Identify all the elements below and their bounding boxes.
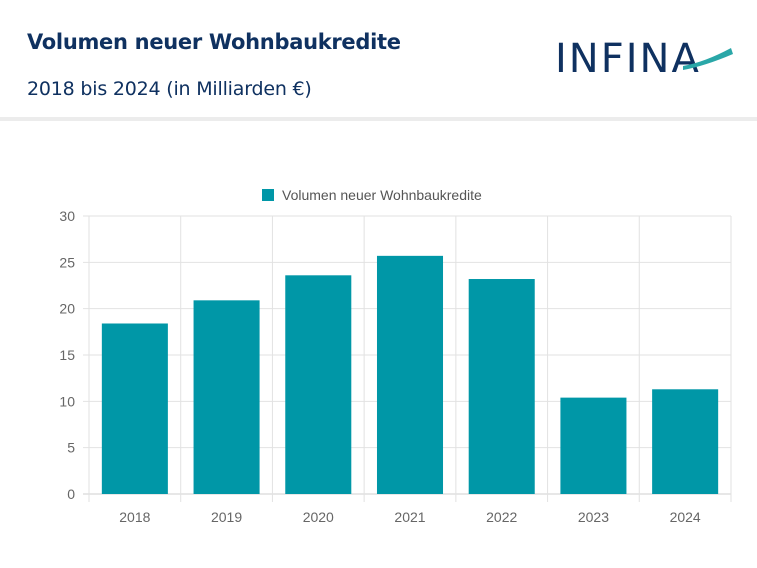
y-tick-label: 25 [59, 254, 75, 270]
y-tick-label: 10 [59, 393, 75, 409]
x-tick-label: 2021 [394, 509, 425, 525]
x-tick-label: 2020 [303, 509, 334, 525]
x-tick-label: 2019 [211, 509, 242, 525]
bar-2021 [376, 255, 444, 494]
chart-legend[interactable]: Volumen neuer Wohnbaukredite [262, 187, 482, 203]
bar-2024 [652, 389, 719, 494]
y-tick-label: 5 [67, 440, 75, 456]
header: Volumen neuer Wohnbaukredite 2018 bis 20… [0, 0, 757, 117]
infina-logo: INFINA [555, 36, 733, 78]
y-tick-label: 0 [67, 486, 75, 502]
logo-text: INFINA [555, 36, 701, 78]
x-tick-label: 2022 [486, 509, 517, 525]
bar-2020 [285, 275, 352, 494]
y-tick-label: 15 [59, 347, 75, 363]
x-tick-label: 2024 [670, 509, 701, 525]
y-tick-label: 20 [59, 301, 75, 317]
y-tick-label: 30 [59, 208, 75, 224]
bar-2019 [193, 300, 260, 494]
legend-swatch [262, 189, 274, 201]
bar-2018 [101, 323, 168, 494]
header-divider [0, 117, 757, 121]
x-tick-label: 2018 [119, 509, 150, 525]
bar-2022 [468, 279, 535, 494]
x-tick-label: 2023 [578, 509, 609, 525]
logo-swoosh-icon [683, 48, 733, 70]
page-subtitle: 2018 bis 2024 (in Milliarden €) [27, 78, 312, 100]
page-title: Volumen neuer Wohnbaukredite [27, 30, 401, 54]
legend-label: Volumen neuer Wohnbaukredite [282, 187, 482, 203]
bar-2023 [560, 397, 627, 494]
